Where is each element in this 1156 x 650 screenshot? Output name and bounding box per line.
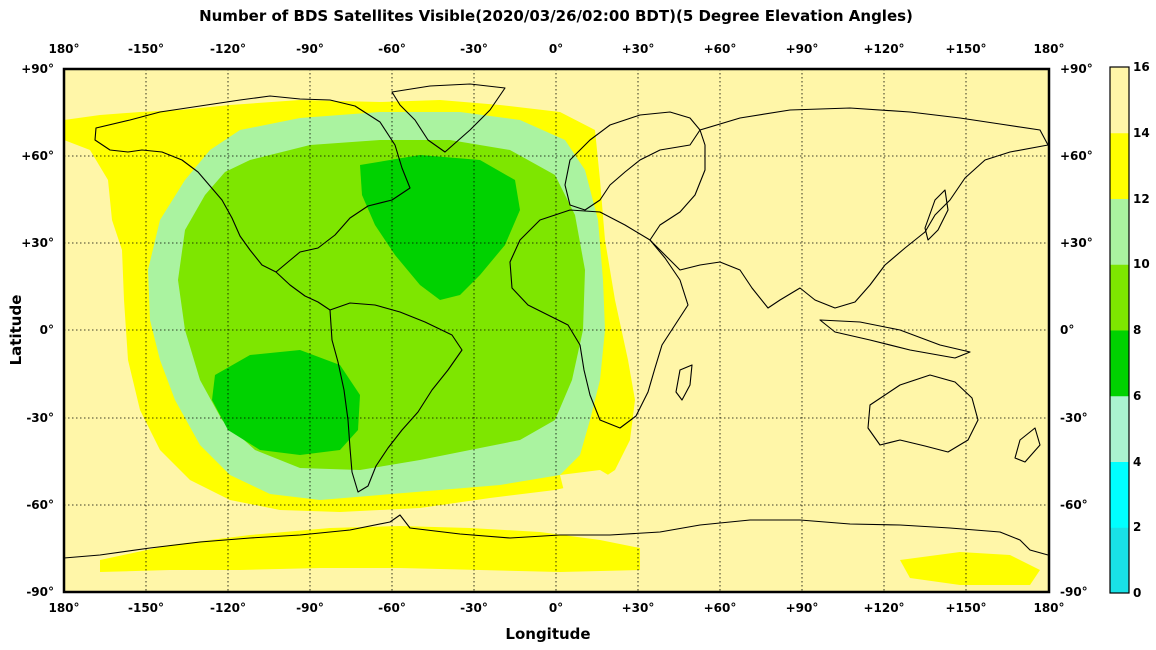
band-6-8-south-pacific	[212, 350, 360, 455]
coastlines	[63, 83, 1049, 559]
map-plot-area	[62, 67, 1051, 594]
y-axis-label: Latitude	[7, 295, 25, 366]
x-tick-top: +30°	[622, 42, 655, 56]
x-tick-top: -60°	[378, 42, 406, 56]
x-tick-bottom: 180°	[1033, 601, 1064, 615]
x-tick-bottom: -60°	[378, 601, 406, 615]
x-axis-label: Longitude	[505, 625, 590, 643]
x-ticks-top: 180° -150° -120° -90° -60° -30° 0° +30° …	[48, 42, 1064, 56]
x-tick-bottom: 180°	[48, 601, 79, 615]
x-tick-top: +60°	[704, 42, 737, 56]
colorbar-tick: 14	[1133, 126, 1150, 140]
y-ticks-right: +90° +60° +30° 0° -30° -60° -90°	[1060, 62, 1093, 599]
x-tick-bottom: +120°	[863, 601, 904, 615]
x-tick-top: -150°	[128, 42, 164, 56]
x-tick-top: +90°	[786, 42, 819, 56]
y-tick-left: -60°	[26, 498, 54, 512]
y-tick-right: -90°	[1060, 585, 1088, 599]
colorbar-segment	[1110, 395, 1129, 462]
colorbar: 16 14 12 10 8 6 4 2 0	[1109, 60, 1150, 600]
band-12-14-southeast	[900, 552, 1040, 585]
y-tick-left: +30°	[21, 236, 54, 250]
x-tick-top: 180°	[1033, 42, 1064, 56]
x-tick-bottom: -30°	[460, 601, 488, 615]
colorbar-tick: 2	[1133, 520, 1141, 534]
colorbar-segment	[1110, 198, 1129, 265]
colorbar-segment	[1110, 264, 1129, 331]
coastline-asia	[649, 107, 1049, 309]
y-tick-right: -30°	[1060, 411, 1088, 425]
y-tick-left: +60°	[21, 149, 54, 163]
grid-lines	[64, 69, 1049, 592]
map-frame	[62, 67, 1051, 594]
x-tick-top: -30°	[460, 42, 488, 56]
band-14-16-patch-2	[150, 490, 205, 525]
x-tick-bottom: -90°	[296, 601, 324, 615]
x-tick-top: +150°	[945, 42, 986, 56]
colorbar-frame	[1109, 66, 1130, 594]
colorbar-tick: 8	[1133, 323, 1141, 337]
x-tick-bottom: +60°	[704, 601, 737, 615]
heatmap-layer	[64, 100, 1040, 585]
colorbar-segment	[1110, 527, 1129, 594]
y-tick-right: -60°	[1060, 498, 1088, 512]
coastline-madagascar	[675, 364, 693, 401]
colorbar-tick: 0	[1133, 586, 1141, 600]
x-tick-top: -90°	[296, 42, 324, 56]
colorbar-tick: 6	[1133, 389, 1141, 403]
x-tick-top: -120°	[210, 42, 246, 56]
coastline-greenland	[391, 83, 506, 153]
colorbar-tick: 12	[1133, 192, 1150, 206]
coastline-japan	[924, 189, 949, 241]
colorbar-segments	[1110, 67, 1129, 594]
y-tick-right: +30°	[1060, 236, 1093, 250]
band-6-8-north-atlantic	[360, 155, 520, 300]
coastline-south-america	[329, 302, 463, 493]
coastline-australia	[867, 374, 979, 453]
y-tick-left: -30°	[26, 411, 54, 425]
chart-title: Number of BDS Satellites Visible(2020/03…	[199, 7, 913, 25]
coastline-new-zealand	[1014, 427, 1041, 463]
colorbar-tick: 16	[1133, 60, 1150, 74]
colorbar-segment	[1110, 461, 1129, 528]
y-tick-left: +90°	[21, 62, 54, 76]
coastline-indonesia	[819, 319, 971, 359]
x-tick-top: 0°	[549, 42, 563, 56]
y-tick-right: +60°	[1060, 149, 1093, 163]
x-ticks-bottom: 180° -150° -120° -90° -60° -30° 0° +30° …	[48, 601, 1064, 615]
y-tick-right: 0°	[1060, 323, 1074, 337]
coastline-europe	[564, 111, 701, 211]
band-14-16-patch-1	[560, 470, 620, 495]
x-tick-bottom: 0°	[549, 601, 563, 615]
x-tick-bottom: -120°	[210, 601, 246, 615]
coastline-north-america	[94, 95, 411, 273]
coastline-antarctica	[63, 514, 1049, 559]
x-tick-bottom: +150°	[945, 601, 986, 615]
x-tick-bottom: +90°	[786, 601, 819, 615]
y-ticks-left: +90° +60° +30° 0° -30° -60° -90°	[21, 62, 54, 599]
colorbar-tick: 10	[1133, 257, 1150, 271]
y-tick-right: +90°	[1060, 62, 1093, 76]
coastline-central-america	[275, 271, 331, 311]
y-tick-left: 0°	[40, 323, 54, 337]
x-tick-bottom: +30°	[622, 601, 655, 615]
x-tick-top: +120°	[863, 42, 904, 56]
colorbar-tick: 4	[1133, 455, 1141, 469]
colorbar-segment	[1110, 132, 1129, 199]
y-tick-left: -90°	[26, 585, 54, 599]
colorbar-segment	[1110, 67, 1129, 134]
x-tick-top: 180°	[48, 42, 79, 56]
colorbar-segment	[1110, 330, 1129, 397]
x-tick-bottom: -150°	[128, 601, 164, 615]
